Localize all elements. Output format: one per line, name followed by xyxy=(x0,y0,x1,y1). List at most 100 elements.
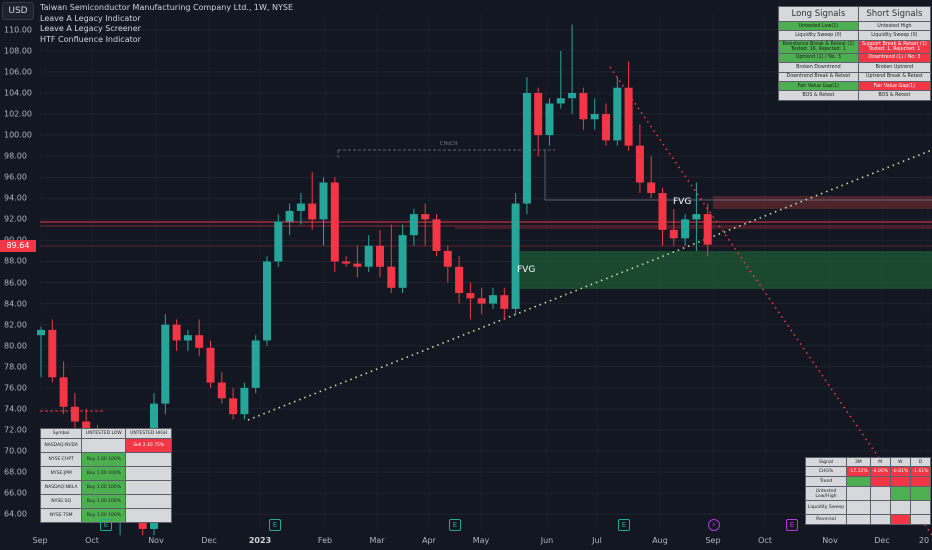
candle-body xyxy=(703,214,712,245)
short-signal-cell: Broken Uptrend xyxy=(857,62,932,73)
candle-body xyxy=(364,245,373,267)
candle xyxy=(206,340,215,388)
candle-body xyxy=(647,182,656,194)
price-tick-label: 84.00 xyxy=(4,299,27,309)
earnings-event-icon[interactable]: E xyxy=(786,519,798,531)
screener-header-high: UNTESTED HIGH xyxy=(125,428,172,439)
candle xyxy=(635,124,644,194)
htf-cell xyxy=(909,500,932,515)
htf-signal-label: Liquidity Sweep xyxy=(805,500,847,515)
candle xyxy=(568,24,577,115)
candle xyxy=(421,203,430,246)
indicator-2[interactable]: Leave A Legacy Screener xyxy=(40,24,141,33)
htf-cell xyxy=(889,476,911,487)
htf-signal-label: Reversal xyxy=(805,514,847,525)
candle-body xyxy=(635,145,644,183)
long-signals-header: Long Signals xyxy=(778,6,859,22)
candle xyxy=(624,61,633,151)
indicator-3[interactable]: HTF Confluence Indicator xyxy=(40,34,141,44)
time-tick-label: May xyxy=(472,536,490,545)
candle-body xyxy=(274,221,283,262)
signals-table: Long Signals Short Signals Untested Low(… xyxy=(778,6,932,101)
candle xyxy=(398,224,407,294)
candle xyxy=(387,224,396,294)
split-event-icon[interactable]: ⚡ xyxy=(708,519,720,531)
htf-header-signal: Signal xyxy=(805,457,847,467)
htf-row: CHG% -17.12% -4.00% -0.81% -1.61% xyxy=(805,466,932,477)
signal-row: Fair Value Gap(1) Fair Value Gap(1) xyxy=(778,80,932,92)
candle-body xyxy=(477,298,486,304)
screener-symbol-cell: NYSE:SQ xyxy=(39,494,83,509)
fvg-label-upper: FVG xyxy=(673,197,692,207)
htf-confluence-table: Signal 3M M W D CHG% -17.12% -4.00% -0.81% -… xyxy=(805,457,932,525)
screener-row: NYSE:TSM Buy 1.00 100% xyxy=(39,508,172,523)
time-tick-label: Oct xyxy=(85,536,99,545)
earnings-event-icon[interactable]: E xyxy=(449,519,461,531)
candle xyxy=(274,214,283,267)
htf-cell xyxy=(909,476,932,487)
candle-body xyxy=(387,266,396,288)
long-signal-cell: BOS & Retest xyxy=(778,90,859,101)
price-axis[interactable]: 110.00 108.00 106.00 104.00 102.00 100.00 98.0… xyxy=(0,0,38,530)
candle xyxy=(172,319,181,351)
candle-body xyxy=(251,340,260,388)
htf-header-3m: 3M xyxy=(846,457,871,467)
price-tick-label: 104.00 xyxy=(4,88,32,98)
price-tick-label: 92.00 xyxy=(4,214,27,224)
candle-body xyxy=(624,87,633,146)
candle-body xyxy=(285,210,294,222)
htf-header-d: D xyxy=(909,457,932,467)
screener-low-cell: Buy 1.00 100% xyxy=(81,466,127,481)
candle-body xyxy=(602,114,610,141)
earnings-event-icon[interactable]: E xyxy=(100,519,112,531)
price-tick-label: 64.00 xyxy=(4,509,27,519)
time-tick-label: Jul xyxy=(592,536,602,545)
time-tick-label: Oct xyxy=(758,536,772,545)
htf-cell xyxy=(909,486,932,501)
candle-body xyxy=(206,347,215,383)
price-tick-label: 94.00 xyxy=(4,193,27,203)
candle-body xyxy=(466,293,475,299)
candle xyxy=(647,156,656,199)
candle-body xyxy=(319,182,328,220)
price-tick-label: 102.00 xyxy=(4,109,32,119)
candle-body xyxy=(522,92,531,204)
signal-row: Broken Downtrend Broken Uptrend xyxy=(778,62,932,73)
htf-cell: -17.12% xyxy=(846,466,871,477)
price-tick-label: 82.00 xyxy=(4,320,27,330)
earnings-event-icon[interactable]: E xyxy=(269,519,281,531)
candle-body xyxy=(421,214,430,220)
candle-body xyxy=(183,335,192,341)
price-tick-label: 86.00 xyxy=(4,278,27,288)
screener-table: Symbol UNTESTED LOW UNTESTED HIGH NASDAQ… xyxy=(39,428,172,523)
htf-signal-label: Trend xyxy=(805,476,847,487)
candle-body xyxy=(330,182,339,262)
screener-symbol-cell: NASDAQ:NKLA xyxy=(39,480,83,495)
symbol-title[interactable]: Taiwan Semiconductor Manufacturing Compa… xyxy=(40,3,293,12)
time-tick-label: Dec xyxy=(201,536,217,545)
candle xyxy=(489,287,497,309)
time-axis[interactable]: Sep Oct Nov Dec 2023 Feb Mar Apr May Jun Jul Aug Sep… xyxy=(0,532,932,550)
choch-label: CHoCH xyxy=(440,141,458,147)
screener-row: NYSE:SQ Buy 1.00 100% xyxy=(39,494,172,509)
candle xyxy=(579,87,588,130)
currency-button[interactable]: USD xyxy=(2,2,34,20)
time-tick-label: Jun xyxy=(540,536,554,545)
fvg-zones xyxy=(40,66,932,536)
htf-cell xyxy=(869,500,891,515)
indicator-1[interactable]: Leave A Legacy Indicator xyxy=(40,13,141,23)
screener-row: NYSE:JPM Buy 1.00 100% xyxy=(39,466,172,481)
signal-row: Downtrend Break & Retest Uptrend Break & … xyxy=(778,71,932,82)
candle xyxy=(602,103,610,146)
price-tick-label: 72.00 xyxy=(4,425,27,435)
earnings-event-icon[interactable]: E xyxy=(618,519,630,531)
htf-row: Reversal xyxy=(805,514,932,525)
long-signal-cell: Uptrend (1) / No: 3 xyxy=(778,52,859,64)
candle xyxy=(545,98,554,146)
long-signal-cell: Broken Downtrend xyxy=(778,62,859,73)
candle xyxy=(240,382,249,420)
time-tick-label: Aug xyxy=(652,536,668,545)
time-tick-label: Nov xyxy=(148,536,164,545)
candle xyxy=(432,214,441,257)
